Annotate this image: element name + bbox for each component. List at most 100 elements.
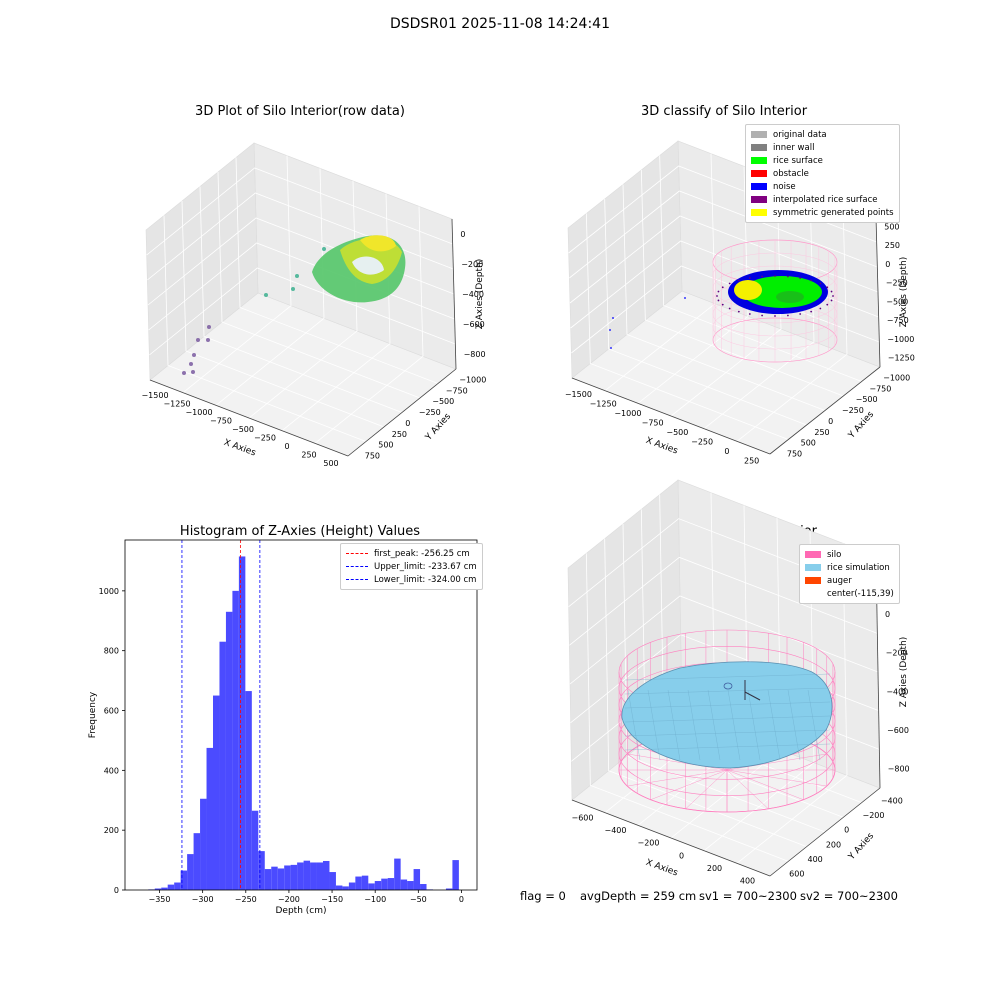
p4-rice-mesh-line: [807, 689, 821, 761]
histogram-bar: [219, 641, 226, 890]
p1-x-tick: 0: [284, 442, 289, 451]
p2-interpolated-point: [721, 303, 724, 306]
y-tick-label: 400: [104, 766, 119, 775]
histogram-bar: [180, 870, 188, 890]
histogram-bar: [329, 872, 336, 890]
p4-rice-mesh-line: [624, 701, 831, 709]
p2-x-tick: −750: [642, 418, 664, 427]
p1-outlier-point: [295, 274, 299, 278]
p2-x-tick: −250: [691, 437, 713, 446]
histogram-bar: [381, 878, 388, 890]
p2-grid-x: [736, 204, 848, 442]
p2-x-tick: −1250: [590, 399, 617, 408]
p4-rice-mesh-line: [727, 689, 741, 761]
histogram-bar: [387, 878, 395, 890]
legend-item: symmetric generated points: [751, 206, 894, 219]
p2-interpolated-point: [717, 299, 720, 302]
p2-z-tick: 0: [885, 260, 890, 269]
p2-interpolated-point: [799, 277, 802, 279]
p2-interpolated-point: [737, 279, 740, 282]
histogram-legend: first_peak: -256.25 cm Upper_limit: -233.…: [340, 543, 483, 590]
p1-y-tick: 750: [365, 452, 380, 461]
histogram-bar: [225, 611, 233, 890]
p2-y-tick: 750: [787, 450, 802, 459]
p1-y-tick: 0: [405, 419, 410, 428]
histogram-bar: [284, 865, 291, 890]
x-tick-label: −150: [321, 895, 343, 904]
p4-silo-floor-spoke: [726, 753, 827, 771]
histogram-bar: [394, 858, 401, 890]
legend-label: auger: [827, 575, 852, 586]
p1-outlier-point: [322, 247, 326, 251]
p2-interpolated-point: [761, 314, 763, 317]
x-axis-label: Depth (cm): [275, 906, 326, 916]
p4-x-tick: −400: [605, 826, 627, 835]
p4-z-tick: −600: [887, 726, 909, 735]
legend-label: rice simulation: [827, 562, 890, 573]
legend-line: [346, 579, 368, 580]
p1-x-tick: −750: [210, 417, 232, 426]
y-tick-label: 0: [114, 886, 119, 895]
p2-noise-point: [684, 297, 686, 299]
histogram-bar: [271, 866, 278, 890]
y-tick-label: 600: [104, 707, 119, 716]
sv2-text: sv2 = 700~2300: [800, 889, 898, 903]
p4-rice-mesh-line: [624, 687, 831, 695]
legend-item: auger: [805, 574, 894, 587]
p2-interpolated-point: [799, 313, 802, 315]
panel4-legend: silo rice simulation auger center(-115,39): [799, 544, 900, 604]
p1-grid-z: [146, 167, 453, 256]
p4-rice-mesh-line: [624, 673, 831, 681]
panel2-legend: original data inner wall rice surface obsta…: [745, 124, 900, 223]
flag-text: flag = 0: [520, 889, 566, 903]
p2-z-label: Z Axies (Depth): [899, 257, 909, 328]
p2-z-tick: −750: [887, 316, 909, 325]
histogram-bar: [355, 876, 362, 890]
panel3-title: Histogram of Z-Axies (Height) Values: [179, 524, 421, 539]
p2-interpolated-point: [826, 303, 829, 306]
p2-interpolated-point: [819, 307, 822, 310]
p2-interpolated-point: [721, 286, 724, 289]
legend-label: Upper_limit: -233.67 cm: [374, 561, 477, 572]
sv1-text: sv1 = 700~2300: [699, 889, 797, 903]
p1-outlier-point: [189, 362, 193, 366]
p2-interpolated-point: [761, 275, 763, 278]
p1-outlier-point: [191, 370, 195, 374]
p4-rice-mesh-line: [627, 689, 641, 761]
x-tick-label: −50: [410, 895, 427, 904]
p2-x-tick: −500: [666, 428, 688, 437]
p2-z-tick: −1250: [888, 354, 915, 363]
p1-grid-x: [314, 206, 424, 444]
p4-z-tick: 0: [885, 610, 890, 619]
p4-rice-mesh-line: [687, 689, 701, 761]
legend-swatch: [751, 131, 767, 138]
p2-y-tick: 0: [828, 417, 833, 426]
histogram-bar: [348, 882, 356, 890]
p4-grid-x: [736, 543, 848, 864]
p1-outlier-point: [196, 338, 200, 342]
figure-title: DSDSR01 2025-11-08 14:24:41: [389, 16, 610, 32]
p2-interpolated-point: [737, 310, 740, 313]
legend-swatch: [751, 157, 767, 164]
p2-grid-y: [659, 155, 862, 382]
p2-y-tick: −250: [842, 406, 864, 415]
p1-y-tick: −1000: [459, 375, 486, 384]
p2-z-axis: [875, 216, 881, 368]
p1-x-tick: −250: [254, 433, 276, 442]
p1-y-tick: 500: [378, 441, 393, 450]
x-tick-label: −350: [149, 895, 171, 904]
p1-y-tick: −500: [432, 397, 454, 406]
p4-y-tick: −400: [881, 796, 903, 805]
legend-item: center(-115,39): [805, 587, 894, 600]
p2-x-tick: 0: [724, 447, 729, 456]
p2-interpolated-point: [728, 282, 731, 285]
histogram-bar: [193, 833, 201, 890]
x-tick-label: −100: [364, 895, 386, 904]
p1-x-axis: [149, 379, 349, 457]
p2-interpolated-point: [717, 290, 720, 293]
histogram-bar: [323, 860, 330, 890]
histogram-bar: [297, 862, 304, 890]
histogram-bar: [245, 691, 252, 890]
p2-interpolated-point: [819, 282, 822, 285]
